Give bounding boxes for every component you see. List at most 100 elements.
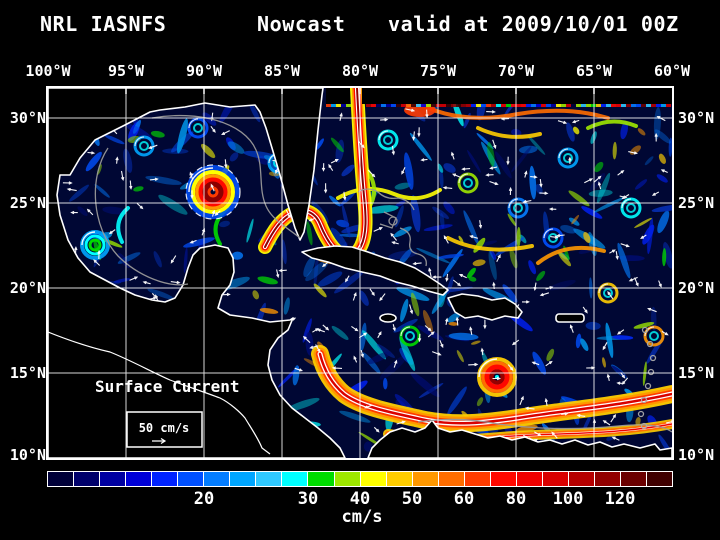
current-arrow xyxy=(412,261,422,266)
lon-label: 70°W xyxy=(497,62,535,80)
current-arrow xyxy=(373,426,380,433)
warm-filament xyxy=(536,245,606,265)
current-streak xyxy=(596,172,611,204)
current-streak xyxy=(439,212,445,229)
current-streak xyxy=(246,218,254,243)
lat-label: 30°N xyxy=(9,109,46,127)
current-arrow xyxy=(420,158,428,162)
colorbar-tick-label: 80 xyxy=(505,489,527,509)
colorbar-tick-label: 50 xyxy=(401,489,423,509)
minor-eddy-arc xyxy=(543,228,554,239)
minor-eddy xyxy=(563,153,573,163)
current-streak xyxy=(252,290,260,300)
edge-noise xyxy=(381,104,386,107)
current-streak xyxy=(656,174,668,183)
current-streak xyxy=(341,204,351,238)
colorbar-cell xyxy=(282,472,308,486)
current-streak xyxy=(330,227,348,250)
edge-noise xyxy=(541,104,546,107)
current-streak xyxy=(133,119,141,134)
current-streak xyxy=(227,141,245,154)
edge-noise xyxy=(616,104,621,107)
current-arrow xyxy=(136,202,144,210)
edge-noise xyxy=(416,104,421,107)
edge-noise xyxy=(481,104,486,107)
current-streak xyxy=(147,288,175,300)
current-streak xyxy=(410,195,421,233)
lat-label: 10°N xyxy=(9,446,46,464)
current-streak xyxy=(463,210,479,246)
colorbar-cell xyxy=(490,472,516,486)
edge-noise xyxy=(346,104,351,107)
lon-label: 60°W xyxy=(653,62,691,80)
current-arrow xyxy=(351,325,359,332)
edge-noise xyxy=(451,104,456,107)
model-name: NRL IASNFS xyxy=(40,12,167,36)
lat-label: 15°N xyxy=(678,364,715,382)
current-streak xyxy=(150,130,165,138)
current-arrow xyxy=(129,276,139,281)
current-streak xyxy=(612,141,617,160)
edge-noise xyxy=(531,104,536,107)
edge-noise xyxy=(411,104,416,107)
no-data-band xyxy=(326,88,350,104)
current-streak xyxy=(313,252,319,289)
colorbar-tick-label: 120 xyxy=(604,489,636,509)
current-arrow xyxy=(640,234,647,240)
current-streak xyxy=(416,247,451,264)
edge-noise xyxy=(636,104,641,107)
colorbar-cell xyxy=(594,472,621,486)
current-arrow xyxy=(86,208,94,216)
lon-label: 95°W xyxy=(107,62,145,80)
edge-noise xyxy=(446,104,451,107)
current-streak xyxy=(362,352,381,374)
edge-noise xyxy=(516,104,521,107)
minor-eddy xyxy=(603,288,613,298)
edge-noise xyxy=(581,104,586,107)
warm-filament xyxy=(426,106,610,120)
current-streak xyxy=(437,253,464,259)
current-arrow xyxy=(353,355,358,363)
current-arrow xyxy=(661,330,669,336)
colorbar-cell xyxy=(256,472,282,486)
current-streak xyxy=(502,284,518,303)
current-arrow xyxy=(390,232,398,241)
current-arrow xyxy=(531,361,540,366)
edge-noise xyxy=(391,104,396,107)
current-arrow xyxy=(443,235,449,244)
land-layer xyxy=(47,87,673,459)
current-arrow xyxy=(321,163,326,172)
current-arrow xyxy=(380,118,389,122)
current-streak xyxy=(668,137,673,157)
campeche-eddy xyxy=(88,238,102,252)
edge-noise xyxy=(521,104,526,107)
map-frame: Surface Current 50 cm/s xyxy=(41,81,689,462)
current-arrow xyxy=(607,291,614,300)
bahamas-contour xyxy=(388,216,398,226)
current-arrow xyxy=(478,220,483,229)
current-arrow xyxy=(522,199,532,204)
current-streak xyxy=(558,251,572,267)
current-arrow xyxy=(373,227,383,232)
current-streak xyxy=(395,200,406,207)
current-arrow xyxy=(120,170,125,182)
current-streak xyxy=(634,217,652,228)
current-streak xyxy=(529,165,537,200)
current-streak xyxy=(546,348,555,362)
current-arrow xyxy=(593,175,602,183)
current-arrow xyxy=(550,235,559,239)
current-streak xyxy=(383,377,388,390)
current-streak xyxy=(657,210,670,234)
current-arrow xyxy=(480,347,484,356)
current-arrow xyxy=(323,183,328,194)
caribbean-eddy xyxy=(489,369,505,385)
edge-noise xyxy=(486,104,491,107)
edge-noise xyxy=(366,104,371,107)
edge-noise xyxy=(401,104,406,107)
current-arrow xyxy=(561,412,569,416)
caribbean-eddy xyxy=(481,361,513,393)
edge-noise xyxy=(536,104,541,107)
colorbar-cell xyxy=(412,472,438,486)
colorbar-cell xyxy=(126,472,152,486)
current-streak xyxy=(662,248,667,267)
